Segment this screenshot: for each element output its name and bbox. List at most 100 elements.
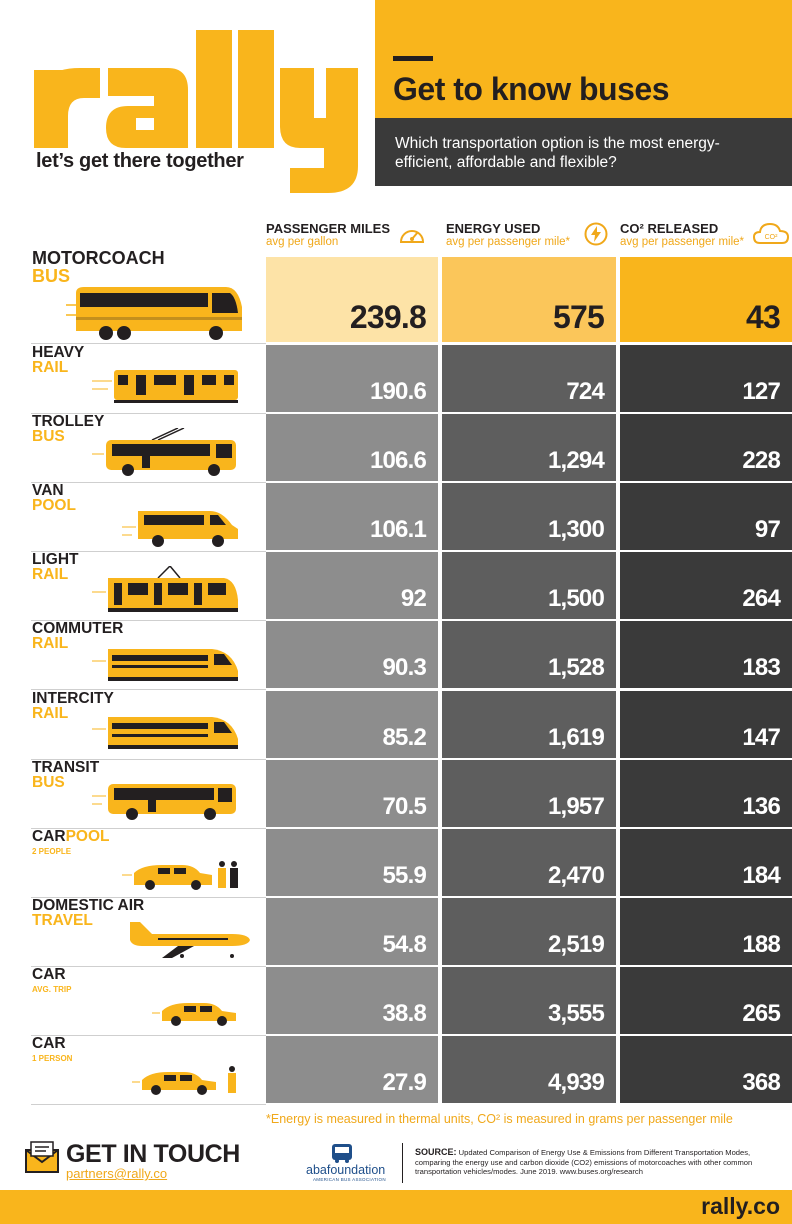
row-divider (31, 827, 266, 829)
table-cell-energy-used: 4,939 (442, 1036, 616, 1103)
cell-value: 70.5 (382, 792, 426, 820)
co2-cloud-icon: CO² (752, 222, 790, 244)
col-subtitle: avg per passenger mile* (620, 236, 745, 248)
title-panel (375, 0, 792, 118)
title-rule (393, 56, 433, 61)
row-label-primary: COMMUTER (32, 620, 124, 638)
row-label-secondary: BUS (32, 266, 71, 286)
table-cell-energy-used: 2,519 (442, 897, 616, 965)
row-label: CAR (32, 1036, 66, 1052)
row-divider (31, 413, 266, 414)
cell-value: 4,939 (547, 1069, 605, 1096)
site-link[interactable]: rally.co (701, 1193, 780, 1219)
table-cell-co2-released: 127 (620, 345, 792, 412)
cell-value: 27.9 (382, 1069, 426, 1096)
row-label-primary: DOMESTIC AIR (32, 896, 145, 914)
cell-value: 3,555 (547, 999, 605, 1027)
row-divider (31, 482, 266, 484)
col-header-co2-released: CO² RELEASED avg per passenger mile* (620, 221, 744, 248)
cell-value: 1,500 (547, 585, 605, 613)
cell-value: 127 (742, 378, 780, 405)
row-divider (31, 689, 266, 691)
row-label: HEAVY (32, 345, 84, 361)
table-cell-passenger-miles: 106.6 (266, 414, 438, 482)
table-cell-co2-released: 183 (620, 621, 792, 689)
row-label-secondary: BUS (32, 428, 65, 446)
motorcoach-icon (66, 283, 246, 348)
row-label-primary: LIGHT (32, 551, 79, 569)
logo-area: let’s get there together (0, 0, 375, 203)
table-cell-passenger-miles: 55.9 (266, 828, 438, 896)
row-label-primary: MOTORCOACH (32, 248, 165, 268)
source-text: Updated Comparison of Energy Use & Emiss… (415, 1148, 753, 1176)
svg-text:CO²: CO² (765, 234, 779, 241)
table-cell-co2-released: 97 (620, 483, 792, 551)
envelope-icon (25, 1141, 59, 1173)
cell-value: 239.8 (349, 299, 427, 335)
row-divider (31, 965, 266, 967)
cell-value: 184 (742, 861, 780, 889)
row-divider (31, 551, 266, 553)
car-icon (152, 999, 242, 1032)
contact-email-link[interactable]: partners@rally.co (66, 1166, 168, 1181)
row-label: TRANSIT (32, 759, 99, 775)
table-cell-co2-released: 265 (620, 966, 792, 1034)
table-cell-co2-released: 368 (620, 1036, 792, 1103)
cell-value: 54.8 (382, 930, 426, 958)
van-icon (122, 505, 242, 552)
tagline: let’s get there together (36, 150, 244, 172)
row-divider (31, 896, 266, 898)
table-cell-energy-used: 1,957 (442, 759, 616, 827)
table-cell-passenger-miles: 27.9 (266, 1036, 438, 1103)
row-label-primary: TROLLEY (32, 413, 105, 431)
row-label-secondary: POOL (32, 497, 76, 515)
source-label: SOURCE: (415, 1147, 457, 1157)
row-divider (31, 620, 266, 622)
table-cell-co2-released: 188 (620, 897, 792, 965)
row-divider (31, 343, 266, 344)
airplane-icon (122, 914, 252, 963)
trolley-bus-icon (92, 427, 242, 481)
table-cell-energy-used: 724 (442, 345, 616, 412)
partner-logo: abafoundation (306, 1163, 386, 1177)
row-label-secondary: 1 PERSON (32, 1054, 73, 1063)
row-label: CAR (32, 967, 66, 983)
question-text: Which transportation option is the most … (395, 135, 720, 171)
cell-value: 90.3 (382, 654, 426, 682)
row-label-secondary: 2 PEOPLE (32, 846, 72, 856)
carpool-icon (122, 859, 242, 896)
cell-value: 97 (754, 516, 781, 544)
table-cell-co2-released: 43 (620, 257, 792, 342)
row-label-secondary: RAIL (32, 704, 69, 722)
col-header-passenger-miles: PASSENGER MILES avg per gallon (266, 221, 390, 248)
cell-value: 1,619 (547, 723, 605, 751)
row-label-secondary: AVG. TRIP (32, 984, 72, 994)
cell-value: 85.2 (382, 723, 426, 751)
heavy-rail-icon (92, 367, 242, 410)
cell-value: 38.8 (382, 999, 426, 1027)
cell-value: 43 (746, 299, 781, 335)
aba-bus-icon (332, 1144, 352, 1163)
cell-value: 55.9 (382, 861, 426, 889)
table-cell-co2-released: 136 (620, 759, 792, 827)
cell-value: 2,470 (547, 861, 605, 889)
row-divider (31, 1104, 266, 1105)
col-header-energy-used: ENERGY USED avg per passenger mile* (446, 221, 570, 248)
cell-value: 264 (742, 585, 780, 613)
car-single-icon (132, 1064, 242, 1103)
footer-divider (402, 1143, 403, 1183)
cell-value: 724 (566, 378, 604, 405)
lightning-bolt-icon (584, 222, 608, 246)
cell-value: 183 (742, 654, 780, 682)
table-cell-passenger-miles: 90.3 (266, 621, 438, 689)
row-label: VAN (32, 483, 64, 499)
intercity-rail-icon (92, 713, 242, 756)
table-cell-energy-used: 1,528 (442, 621, 616, 689)
table-cell-passenger-miles: 190.6 (266, 345, 438, 412)
table-cell-passenger-miles: 106.1 (266, 483, 438, 551)
table-cell-passenger-miles: 239.8 (266, 257, 438, 342)
row-label-secondary: RAIL (32, 566, 69, 584)
row-label: CARPOOL (32, 828, 110, 844)
table-cell-passenger-miles: 92 (266, 552, 438, 620)
table-cell-energy-used: 1,500 (442, 552, 616, 620)
